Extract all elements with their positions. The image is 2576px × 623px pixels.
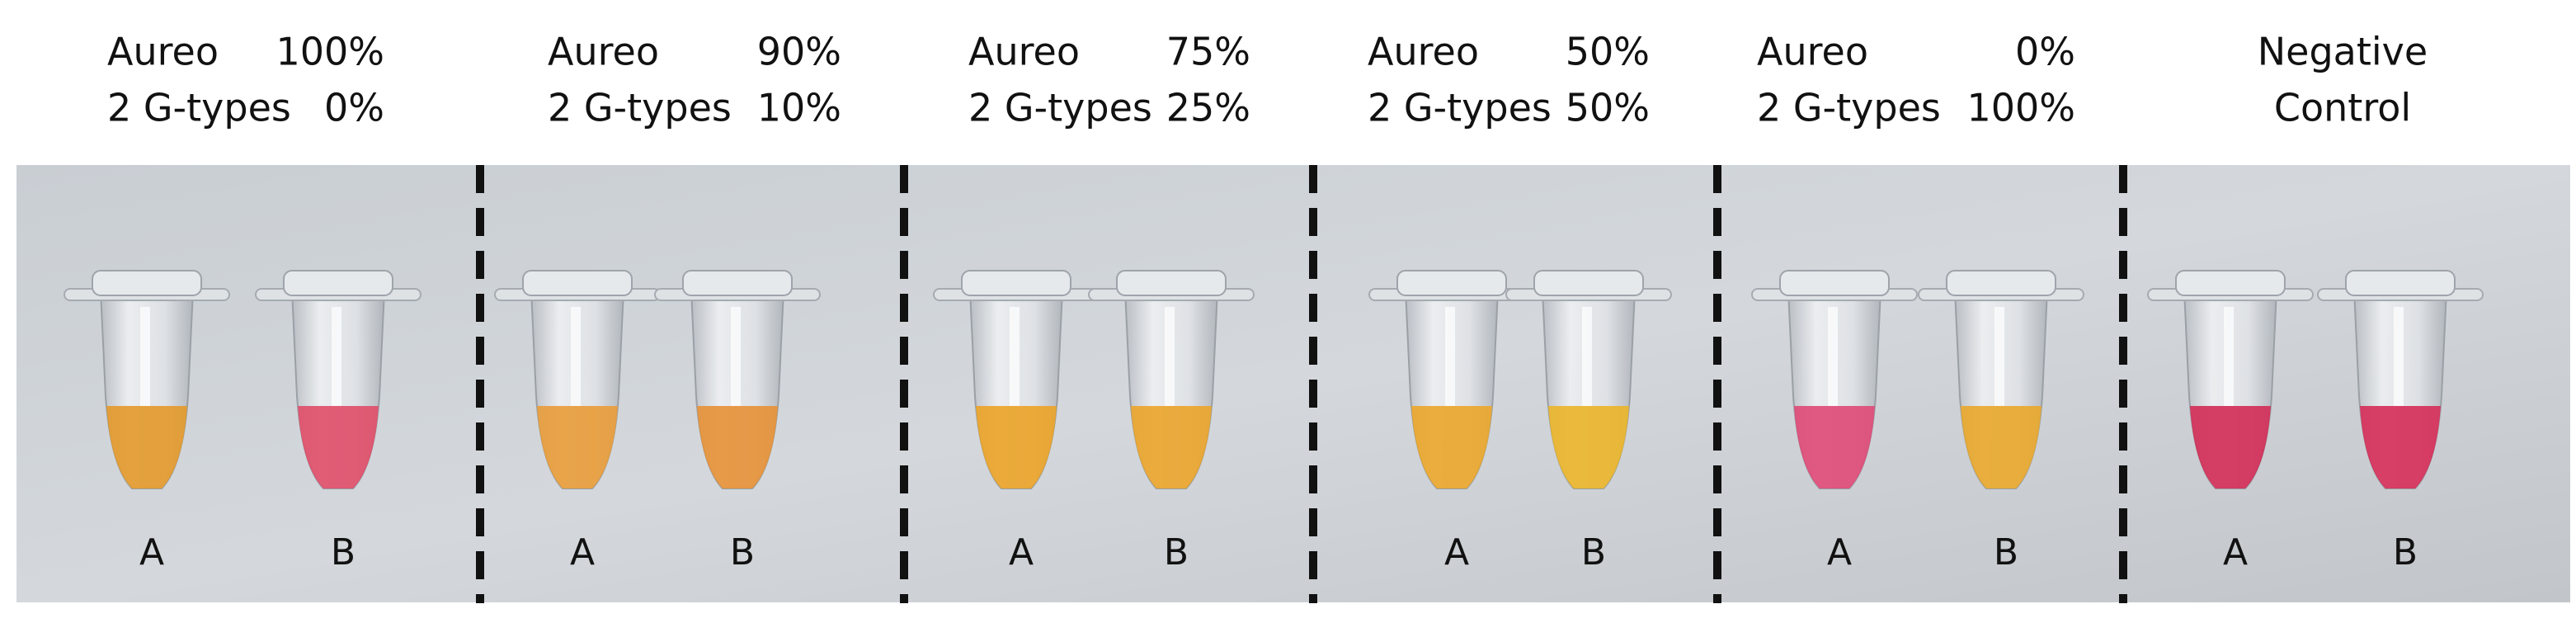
tube-label: B	[1581, 531, 1606, 573]
composition-percent: 90%	[757, 30, 841, 74]
tube-liquid	[537, 406, 618, 488]
tube-highlight	[1010, 307, 1020, 406]
tube-cap	[1946, 270, 2056, 296]
tube-highlight	[2224, 307, 2234, 406]
tube-label: B	[331, 531, 356, 573]
composition-label: Aureo	[968, 30, 1080, 74]
tube-label: B	[1994, 531, 2018, 573]
panel-title: Negative	[2258, 30, 2428, 74]
tube-cap	[1779, 270, 1890, 296]
tube-label: B	[1164, 531, 1189, 573]
tube-highlight	[731, 307, 741, 406]
tube	[2147, 270, 2314, 489]
composition-percent: 100%	[275, 30, 384, 74]
tube-highlight	[332, 307, 341, 406]
tube-highlight	[2394, 307, 2404, 406]
composition-percent: 0%	[2015, 30, 2075, 74]
tube-label: A	[1827, 531, 1852, 573]
tube	[1368, 270, 1535, 489]
panel: Aureo 75% 2 G-types 25% A B	[933, 30, 1255, 573]
composition-label: Aureo	[1368, 30, 1479, 74]
tube-label: A	[1009, 531, 1034, 573]
tube-liquid	[106, 406, 187, 488]
panel: Negative Control A B	[2147, 30, 2484, 573]
tube-liquid	[976, 406, 1057, 488]
panel: Aureo 0% 2 G-types 100% A B	[1751, 30, 2084, 573]
tube	[933, 270, 1100, 489]
tube-liquid	[697, 406, 778, 488]
tube-label: A	[139, 531, 164, 573]
tube-cap	[92, 270, 202, 296]
photo-background	[16, 165, 2570, 602]
composition-label: 2 G-types	[107, 86, 291, 130]
tube-liquid	[1131, 406, 1212, 488]
tube-label: A	[570, 531, 595, 573]
panel: Aureo 90% 2 G-types 10% A B	[494, 30, 841, 573]
composition-label: Aureo	[107, 30, 219, 74]
panel: Aureo 50% 2 G-types 50% A B	[1368, 30, 1672, 573]
tube-highlight	[571, 307, 581, 406]
composition-percent: 75%	[1166, 30, 1250, 74]
tube-highlight	[1165, 307, 1175, 406]
tube-liquid	[1794, 406, 1875, 488]
tube-label: B	[730, 531, 755, 573]
tube	[1505, 270, 1672, 489]
tube	[1751, 270, 1918, 489]
tube-liquid	[1411, 406, 1492, 488]
tube-label: A	[2223, 531, 2248, 573]
tube	[1918, 270, 2084, 489]
tube-cap	[2345, 270, 2456, 296]
tube-highlight	[140, 307, 150, 406]
composition-label: Aureo	[1757, 30, 1868, 74]
dividers	[476, 165, 2127, 603]
composition-percent: 0%	[324, 86, 384, 130]
tube	[494, 270, 661, 489]
tube-highlight	[1445, 307, 1455, 406]
composition-label: 2 G-types	[968, 86, 1152, 130]
panel: Aureo 100% 2 G-types 0% A B	[64, 30, 421, 573]
tube-cap	[682, 270, 793, 296]
tube-cap	[522, 270, 633, 296]
tube-cap	[961, 270, 1071, 296]
tube	[2317, 270, 2484, 489]
tube	[654, 270, 821, 489]
tube-liquid	[1961, 406, 2041, 488]
tube-cap	[2175, 270, 2286, 296]
composition-percent: 50%	[1566, 86, 1650, 130]
composition-label: 2 G-types	[1757, 86, 1941, 130]
tube-liquid	[298, 406, 379, 488]
composition-percent: 10%	[757, 86, 841, 130]
tube-label: B	[2393, 531, 2418, 573]
tube-cap	[1116, 270, 1227, 296]
tube	[1088, 270, 1255, 489]
tube-highlight	[1994, 307, 2004, 406]
tube-highlight	[1582, 307, 1592, 406]
tube	[64, 270, 230, 489]
tube-label: A	[1444, 531, 1469, 573]
panel-title: Control	[2274, 86, 2411, 130]
tube-liquid	[2360, 406, 2441, 488]
composition-label: 2 G-types	[1368, 86, 1552, 130]
composition-percent: 50%	[1566, 30, 1650, 74]
tube-cap	[1396, 270, 1507, 296]
composition-percent: 100%	[1966, 86, 2075, 130]
composition-label: 2 G-types	[548, 86, 732, 130]
composition-percent: 25%	[1166, 86, 1250, 130]
tube-liquid	[1548, 406, 1629, 488]
tube-liquid	[2190, 406, 2271, 488]
tube-highlight	[1828, 307, 1838, 406]
composition-label: Aureo	[548, 30, 659, 74]
tube-cap	[1533, 270, 1644, 296]
tube	[255, 270, 421, 489]
tube-cap	[283, 270, 393, 296]
